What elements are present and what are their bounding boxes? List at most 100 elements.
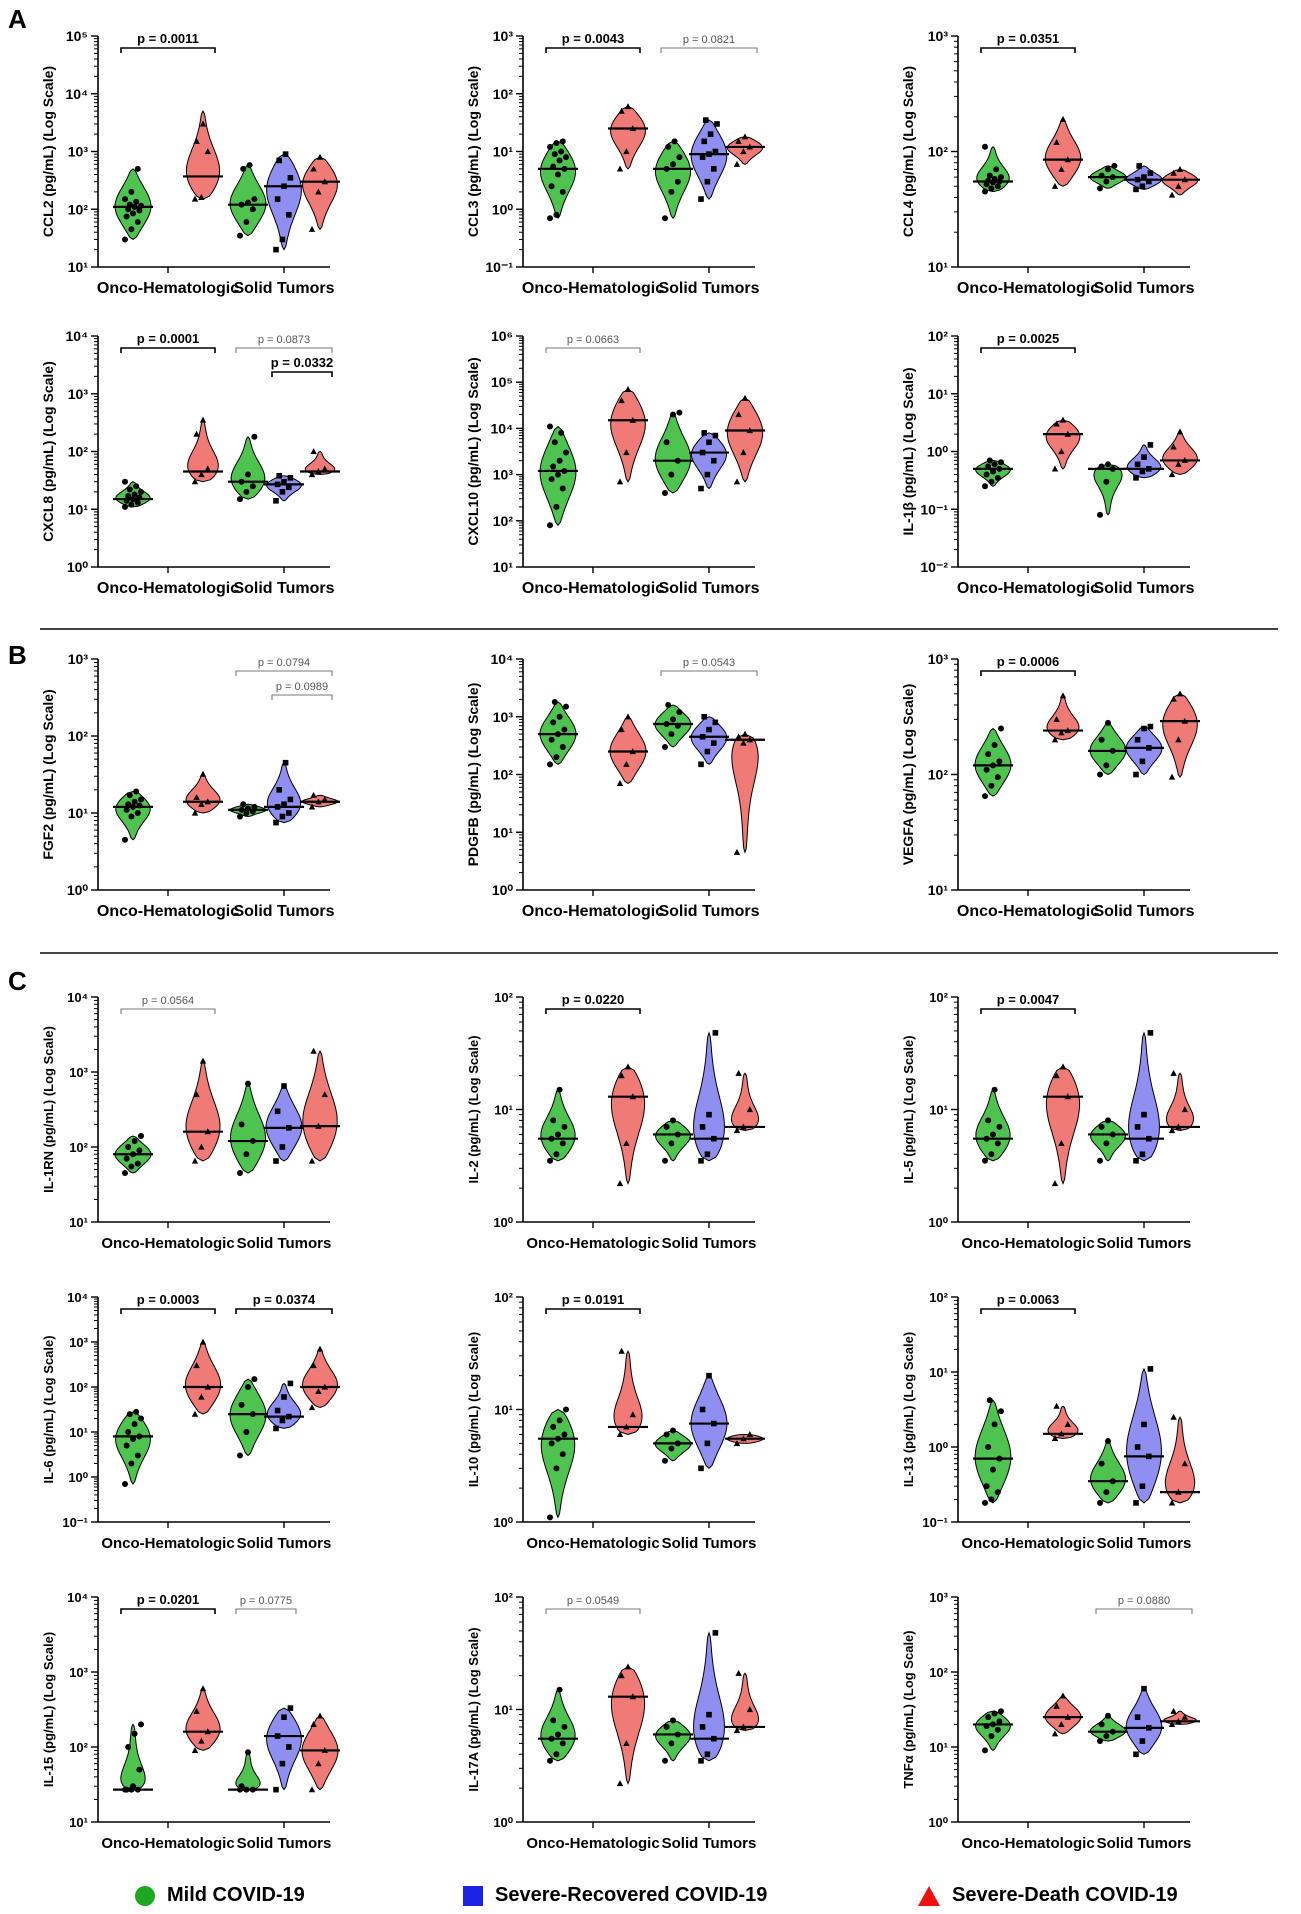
data-point [125,206,132,213]
data-point [629,1411,636,1418]
y-tick-label: 10³ [493,467,514,483]
data-point [1051,736,1059,743]
panel-tnfa: 10⁰ 10¹ 10² 10³ TNFα (pg/mL) (Log Scale) Onco… [901,1590,1200,1852]
violin-recovered [1126,1367,1162,1504]
data-point [551,439,558,446]
data-point [1059,1692,1067,1699]
violin-death [304,450,336,476]
violin-death [185,773,221,814]
data-point [706,1372,712,1379]
data-point [240,801,247,808]
data-point [237,1452,243,1459]
data-point [238,1121,245,1128]
data-point [983,471,990,478]
violin-recovered [1128,1031,1160,1162]
data-point [624,385,632,392]
violin-mild [974,727,1012,797]
data-point [1103,1140,1110,1147]
y-axis-label: CXCL10 (pg/mL) (Log Scale) [465,357,481,545]
y-tick-label: 10² [494,1590,513,1605]
x-category-label: Onco-Hematologic [101,1535,234,1552]
data-point [698,1465,704,1472]
significance-bracket [120,1308,216,1314]
data-point [321,1383,328,1390]
data-point [315,1122,322,1129]
data-point [1176,690,1184,697]
data-point [1141,1421,1147,1428]
data-point [191,1157,199,1164]
data-point [126,486,133,493]
legend-label-mild: Mild COVID-19 [167,1884,305,1906]
data-point [276,157,282,164]
violin-mild [654,1429,692,1462]
y-tick-label: 10⁻¹ [485,259,513,275]
x-category-label: Onco-Hematologic [526,1835,659,1852]
data-point [746,736,753,743]
data-point [670,716,676,723]
data-point [279,813,286,820]
data-point [1181,1106,1188,1113]
y-tick-label: 10⁴ [66,328,89,344]
data-point [279,489,286,495]
y-tick-label: 10³ [928,28,949,44]
data-point [193,1091,200,1098]
data-point [746,1106,753,1113]
data-point [991,461,998,468]
violin-death [1045,419,1081,470]
panel-fgf2: 10⁰ 10¹ 10² 10³ FGF2 (pg/mL) (Log Scale) Onco… [40,651,340,920]
data-point [991,175,998,182]
data-point [662,1757,668,1764]
data-point [555,1731,561,1738]
data-point [663,439,670,446]
data-point [1170,169,1177,176]
data-point [993,166,1000,173]
violin-mild [230,1082,266,1174]
data-point [735,733,742,740]
significance-bracket [120,1608,216,1614]
data-point [996,1123,1003,1130]
data-point [273,1786,279,1793]
x-category-label: Solid Tumors [237,1535,332,1552]
data-point [706,726,712,733]
data-point [629,1693,636,1700]
section-divider-bc [40,952,1278,954]
x-category-label: Onco-Hematologic [961,1535,1094,1552]
data-point [1098,1721,1105,1728]
data-point [556,457,563,464]
data-point [1136,163,1142,169]
violin-death [1164,1416,1196,1504]
panel-il2: 10⁰ 10¹ 10² IL-2 (pg/mL) (Log Scale) Onco-He… [466,990,765,1252]
data-point [1133,1500,1139,1506]
y-tick-label: 10¹ [68,259,89,275]
y-tick-label: 10⁻¹ [62,1515,88,1530]
y-tick-label: 10⁴ [491,420,514,436]
data-point [281,1083,287,1089]
violin-death [185,1059,221,1162]
data-point [746,143,753,150]
x-category-label: Onco-Hematologic [522,280,664,297]
data-point [668,1140,675,1147]
data-point [138,202,144,209]
data-point [125,1429,132,1435]
data-point [279,1760,286,1767]
y-tick-label: 10² [494,1290,513,1305]
data-point [1058,448,1065,455]
data-point [985,1444,992,1450]
legend: Mild COVID-19 Severe-Recovered COVID-19 … [0,1884,1301,1914]
violin-mild [540,140,576,220]
violin-mild [115,1411,151,1485]
y-tick-label: 10³ [69,1065,88,1080]
data-point [547,143,553,150]
data-point [740,1723,747,1730]
p-value-label: p = 0.0006 [997,654,1060,669]
data-point [668,1445,675,1452]
significance-bracket [120,1008,216,1014]
data-point [674,1131,681,1138]
data-point [1133,475,1139,481]
data-point [712,719,719,726]
data-point [553,140,560,147]
significance-bracket [980,1308,1076,1314]
y-tick-label: 10² [69,1140,88,1155]
y-tick-label: 10¹ [68,805,89,821]
data-point [133,1408,140,1415]
